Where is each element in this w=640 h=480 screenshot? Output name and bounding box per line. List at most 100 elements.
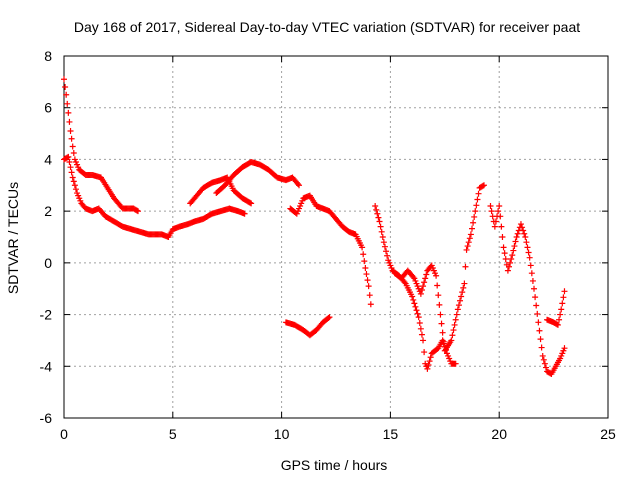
data-point-marker: [491, 223, 498, 230]
data-point-marker: [438, 320, 445, 327]
data-point-marker: [461, 280, 468, 287]
data-point-marker: [409, 293, 416, 300]
data-point-marker: [528, 270, 535, 277]
data-point-marker: [326, 314, 333, 321]
data-point-marker: [505, 263, 512, 270]
data-point-marker: [63, 91, 70, 98]
data-point-marker: [376, 218, 383, 225]
data-point-marker: [541, 360, 548, 367]
data-point-marker: [462, 263, 469, 270]
y-tick-label: 6: [44, 100, 52, 116]
data-point-marker: [496, 202, 503, 209]
data-point-marker: [71, 182, 78, 189]
x-axis-label: GPS time / hours: [281, 457, 388, 473]
data-point-marker: [367, 301, 374, 308]
data-point-marker: [64, 154, 71, 161]
data-point-marker: [452, 360, 459, 367]
data-point-marker: [423, 271, 430, 278]
data-point-marker: [411, 300, 418, 307]
data-point-marker: [241, 210, 248, 217]
data-point-marker: [64, 100, 71, 107]
data-point-marker: [533, 302, 540, 309]
data-point-marker: [560, 294, 567, 301]
data-point-marker: [384, 252, 391, 259]
data-point-marker: [65, 153, 72, 160]
data-point-marker: [401, 279, 408, 286]
data-point-marker: [360, 251, 367, 258]
data-point-marker: [418, 287, 425, 294]
data-point-marker: [413, 307, 420, 314]
series-arc-h: [391, 182, 487, 354]
data-point-marker: [366, 292, 373, 299]
data-point-marker: [380, 239, 387, 246]
data-point-marker: [448, 337, 455, 344]
data-point-marker: [556, 316, 563, 323]
data-point-marker: [68, 169, 75, 176]
series-arc-j: [544, 288, 568, 328]
data-point-marker: [440, 338, 447, 345]
data-point-marker: [294, 180, 301, 187]
data-point-marker: [458, 293, 465, 300]
series-arc-b: [61, 153, 248, 240]
series-arc-f: [282, 314, 333, 339]
data-point-marker: [439, 337, 446, 344]
y-tick-label: 2: [44, 203, 52, 219]
data-point-marker: [554, 321, 561, 328]
x-tick-label: 10: [274, 426, 290, 442]
data-point-marker: [561, 288, 568, 295]
y-tick-label: 0: [44, 255, 52, 271]
data-point-marker: [363, 271, 370, 278]
data-point-marker: [559, 300, 566, 307]
plot-frame: [63, 55, 609, 419]
x-tick-label: 20: [491, 426, 507, 442]
data-point-marker: [457, 297, 464, 304]
data-point-marker: [538, 344, 545, 351]
data-point-marker: [534, 310, 541, 317]
data-point-marker: [66, 118, 73, 125]
data-point-marker: [450, 327, 457, 334]
grid: [64, 56, 608, 418]
data-point-marker: [531, 285, 538, 292]
data-point-marker: [513, 234, 520, 240]
data-point-marker: [377, 223, 384, 230]
data-point-marker: [459, 289, 466, 296]
data-point-marker: [410, 274, 417, 281]
y-tick-label: 4: [44, 151, 52, 167]
series-arc-d: [213, 159, 303, 197]
data-point-marker: [375, 214, 382, 221]
data-point-marker: [463, 246, 470, 253]
y-tick-label: -6: [40, 410, 53, 426]
data-point-marker: [526, 254, 533, 261]
data-point-marker: [417, 290, 424, 297]
x-tick-label: 15: [383, 426, 399, 442]
data-point-marker: [325, 315, 332, 322]
data-point-marker: [439, 329, 446, 336]
data-point-marker: [424, 365, 431, 372]
data-point-marker: [492, 218, 499, 225]
data-point-marker: [72, 186, 79, 193]
data-point-marker: [248, 200, 255, 207]
data-point-marker: [558, 306, 565, 313]
data-point-marker: [452, 316, 459, 323]
data-point-marker: [362, 265, 369, 272]
data-point-marker: [378, 228, 385, 235]
data-point-marker: [464, 243, 471, 250]
data-point-marker: [453, 311, 460, 318]
data-point-marker: [474, 196, 481, 203]
data-point-marker: [61, 76, 67, 83]
data-point-marker: [527, 262, 534, 269]
data-point-marker: [449, 332, 456, 339]
data-point-marker: [417, 325, 424, 332]
data-point-marker: [536, 327, 543, 334]
data-point-marker: [359, 244, 366, 251]
data-point-marker: [472, 208, 479, 215]
data-point-marker: [508, 255, 515, 262]
data-point-marker: [374, 210, 381, 217]
data-point-marker: [415, 314, 422, 321]
data-point-marker: [466, 235, 473, 242]
data-point-marker: [523, 239, 530, 246]
data-point-marker: [420, 283, 427, 290]
data-point-marker: [511, 243, 518, 250]
